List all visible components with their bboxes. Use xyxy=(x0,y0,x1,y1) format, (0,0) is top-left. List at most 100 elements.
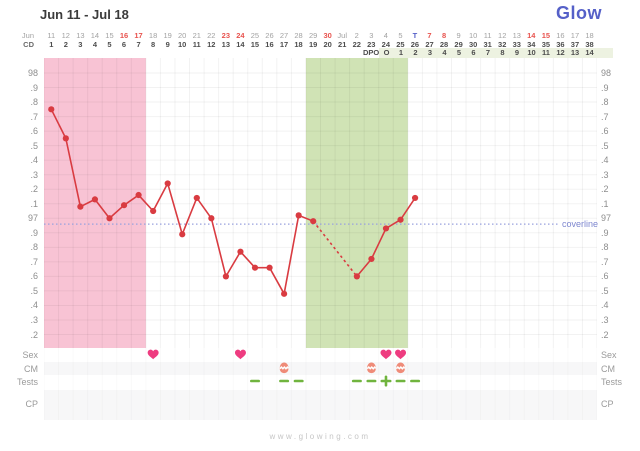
y-axis-label: .6 xyxy=(601,126,609,137)
month-label: Jun xyxy=(21,30,34,40)
cd-cell: 31 xyxy=(483,39,492,49)
dpo-cell xyxy=(59,48,74,57)
cd-cell: 35 xyxy=(541,39,551,49)
y-axis-label: .2 xyxy=(601,184,609,195)
cd-row: 1 2 3 4 5 6 7 8 9 10 11 12 13 14 15 16 17 18 19 20 21 22 23 24 2… xyxy=(44,40,597,49)
dpo-cell xyxy=(204,48,219,57)
date-cell: 13 xyxy=(512,30,521,40)
chart-line-segment xyxy=(166,183,184,235)
cd-cell: 6 xyxy=(121,39,127,49)
y-axis-label: .9 xyxy=(601,227,609,238)
y-axis-label: .2 xyxy=(30,184,38,195)
y-axis-label: .7 xyxy=(601,256,609,267)
cd-cell: 20 xyxy=(323,39,332,49)
dpo-cell xyxy=(131,48,146,57)
dpo-cell: 10 xyxy=(527,48,536,57)
y-axis-label: .3 xyxy=(601,169,609,180)
cd-cell: 27 xyxy=(425,39,434,49)
dpo-cell xyxy=(175,48,190,57)
cd-cell: 21 xyxy=(338,39,347,49)
cd-cell: 8 xyxy=(151,39,156,49)
dpo-row: DPO O 1 2 3 4 5 6 7 8 9 10 11 12 13 14 xyxy=(44,48,597,57)
tracker-icons xyxy=(147,349,421,387)
y-axis-label: .7 xyxy=(30,256,38,267)
y-axis-label: .3 xyxy=(601,314,609,325)
y-axis-label: .1 xyxy=(30,198,38,209)
chart-line-segment xyxy=(138,194,154,212)
y-axis-label: .3 xyxy=(30,169,38,180)
date-cell: 8 xyxy=(441,30,447,40)
date-cell: 14 xyxy=(90,30,100,40)
dpo-cell: DPO xyxy=(363,48,380,57)
cd-cell: 3 xyxy=(78,39,83,49)
dpo-cell: 8 xyxy=(500,48,505,57)
date-cell: 13 xyxy=(76,30,85,40)
chart-line-segment xyxy=(181,197,198,235)
date-cell: 28 xyxy=(294,30,303,40)
cd-cell: 17 xyxy=(279,39,289,49)
cm-row-label-left: CM xyxy=(24,363,38,374)
opk-negative-icon xyxy=(250,379,261,383)
date-cell: 11 xyxy=(47,30,56,40)
opk-positive-icon xyxy=(380,375,392,387)
data-point xyxy=(295,212,302,219)
dpo-cell: 3 xyxy=(427,48,433,57)
y-axis-label: .8 xyxy=(601,97,609,108)
cd-cell: 23 xyxy=(367,39,376,49)
opk-negative-icon xyxy=(279,379,290,383)
dpo-cell: 11 xyxy=(542,48,550,57)
cd-cell: 18 xyxy=(294,39,303,49)
y-axis-label: .4 xyxy=(30,300,38,311)
heart-icon xyxy=(234,349,246,360)
date-cell: 12 xyxy=(498,30,507,40)
chart-line-segment xyxy=(356,258,373,277)
date-cell: 16 xyxy=(556,30,565,40)
y-axis-label: .3 xyxy=(30,314,38,325)
data-point xyxy=(193,194,200,202)
y-axis-label: .6 xyxy=(601,271,609,282)
cd-cell: 4 xyxy=(92,39,97,49)
cd-cell: 25 xyxy=(396,39,405,49)
y-axis-label: 97 xyxy=(27,213,38,224)
chart-line-segment xyxy=(196,197,213,219)
dpo-cell xyxy=(305,48,320,57)
y-axis-label: .8 xyxy=(30,97,38,108)
dpo-cell xyxy=(102,48,117,57)
dpo-cell: 13 xyxy=(570,48,580,57)
chart-line-segment-dotted xyxy=(312,220,358,277)
chart-line-segment xyxy=(283,215,300,294)
footer-url: www.glowing.com xyxy=(269,432,371,441)
dpo-cell: 7 xyxy=(485,48,491,57)
heart-icon xyxy=(147,349,159,360)
date-cell: 29 xyxy=(308,30,318,40)
y-axis-label: 98 xyxy=(27,68,38,78)
date-cell: 26 xyxy=(265,30,274,40)
dpo-cell xyxy=(262,48,277,57)
dpo-cell xyxy=(44,48,59,57)
cd-cell: 9 xyxy=(165,39,170,49)
chart-line-segment xyxy=(225,251,242,277)
date-cell: 5 xyxy=(398,30,403,40)
dpo-cell xyxy=(73,48,88,57)
page-title: Jun 11 - Jul 18 xyxy=(40,7,129,22)
egg-icon xyxy=(279,362,289,374)
cp-row-label-left: CP xyxy=(25,398,38,409)
y-axis-label: .9 xyxy=(30,227,38,238)
cp-row-band xyxy=(44,390,597,420)
tests-row-label-right: Tests xyxy=(601,376,623,387)
y-axis-label: .1 xyxy=(601,198,609,209)
date-cell: 24 xyxy=(236,30,245,40)
date-cell: 11 xyxy=(483,30,492,40)
date-cell: 19 xyxy=(163,30,172,40)
dpo-cell: 4 xyxy=(442,48,447,57)
data-point xyxy=(281,290,288,297)
date-cell: 18 xyxy=(148,30,158,40)
opk-negative-icon xyxy=(293,379,304,383)
date-cell: 4 xyxy=(383,30,388,40)
data-point xyxy=(135,191,142,199)
egg-icon xyxy=(366,362,377,374)
opk-negative-icon xyxy=(366,379,377,383)
dpo-cell: 9 xyxy=(514,48,520,57)
dpo-cell: 14 xyxy=(585,48,594,57)
dpo-cell xyxy=(88,48,103,57)
